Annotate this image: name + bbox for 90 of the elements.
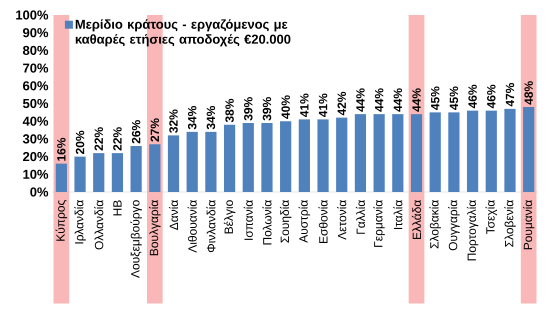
x-tick-label: Γερμανία bbox=[373, 200, 385, 247]
bar bbox=[374, 114, 385, 192]
bar bbox=[336, 118, 348, 192]
data-label: 34% bbox=[206, 106, 216, 130]
y-tick-label: 90% bbox=[23, 28, 48, 38]
x-tick-label: Τσεχία bbox=[486, 200, 498, 234]
x-tick-label: Κύπρος bbox=[56, 200, 68, 241]
y-tick-label: 50% bbox=[22, 98, 48, 108]
data-label: 44% bbox=[412, 88, 421, 112]
legend-label: Μερίδιο κράτους - εργαζόμενος με καθαρές ετήσιες αποδοχές €20.000 bbox=[76, 19, 290, 46]
y-tick-label: 40% bbox=[22, 116, 48, 126]
y-tick-label: 10% bbox=[23, 170, 48, 179]
bar bbox=[112, 153, 124, 192]
x-tick-label: Ρουμανία bbox=[523, 200, 534, 250]
y-tick-label: 80% bbox=[22, 46, 48, 55]
data-label: 41% bbox=[300, 94, 309, 118]
data-label: 44% bbox=[356, 88, 365, 112]
data-label: 39% bbox=[262, 97, 272, 120]
x-tick-label: ΗΒ bbox=[113, 200, 122, 216]
data-label: 45% bbox=[450, 86, 458, 110]
bar bbox=[448, 112, 460, 192]
y-tick-label: 20% bbox=[23, 152, 48, 162]
bar bbox=[205, 132, 216, 192]
data-label: 48% bbox=[524, 81, 533, 105]
y-tick-label: 100% bbox=[16, 10, 48, 20]
x-tick-label: Ιρλανδία bbox=[74, 200, 86, 244]
y-tick-label: 60% bbox=[23, 81, 48, 90]
x-tick-label: Βουλγαρία bbox=[149, 200, 161, 256]
bar bbox=[280, 121, 292, 192]
x-tick-label: Ολλανδία bbox=[94, 200, 104, 250]
bar bbox=[74, 156, 86, 192]
data-label: 44% bbox=[394, 88, 402, 112]
bar bbox=[149, 144, 160, 192]
x-tick-label: Φινλανδία bbox=[206, 200, 216, 252]
data-label: 32% bbox=[169, 110, 178, 133]
bar bbox=[486, 110, 497, 192]
data-label: 46% bbox=[487, 84, 496, 108]
x-tick-label: Δανία bbox=[168, 200, 178, 230]
x-tick-label: Εσθονία bbox=[318, 200, 328, 243]
y-tick-label: 0% bbox=[30, 187, 48, 197]
bar bbox=[430, 112, 441, 192]
data-label: 42% bbox=[338, 92, 346, 116]
x-tick-label: Λουξεμβούργο bbox=[130, 200, 142, 278]
bar bbox=[168, 135, 180, 192]
bar bbox=[130, 146, 142, 192]
bar bbox=[93, 153, 104, 192]
x-tick-label: Ουγγαρία bbox=[448, 200, 460, 250]
data-label: 47% bbox=[506, 83, 514, 106]
bar bbox=[242, 122, 254, 192]
bar bbox=[504, 108, 516, 192]
x-tick-label: Λιθουανία bbox=[188, 200, 197, 253]
y-tick-label: 70% bbox=[23, 64, 48, 73]
x-tick-label: Ελλάδα bbox=[412, 200, 422, 240]
data-label: 40% bbox=[281, 95, 290, 119]
bar bbox=[317, 119, 329, 192]
data-label: 26% bbox=[132, 120, 140, 144]
x-tick-label: Γαλλία bbox=[356, 200, 365, 234]
bar bbox=[354, 114, 366, 192]
data-label: 27% bbox=[150, 118, 160, 142]
x-tick-label: Πολωνία bbox=[262, 200, 272, 245]
bar bbox=[261, 122, 273, 192]
x-tick-label: Πορτογαλία bbox=[466, 200, 478, 260]
bar bbox=[466, 110, 478, 192]
x-tick-label: Αυστρία bbox=[298, 200, 310, 243]
x-tick-label: Λετονία bbox=[337, 200, 346, 240]
data-label: 22% bbox=[94, 127, 103, 150]
x-tick-label: Σλοβενία bbox=[504, 200, 516, 247]
bar bbox=[410, 114, 422, 192]
data-label: 34% bbox=[188, 106, 196, 130]
data-label: 41% bbox=[318, 94, 328, 118]
bar bbox=[523, 107, 534, 192]
data-label: 22% bbox=[113, 127, 122, 150]
data-label: 16% bbox=[57, 138, 66, 161]
data-label: 39% bbox=[244, 97, 253, 120]
data-label: 38% bbox=[225, 98, 234, 122]
x-tick-label: Σουηδία bbox=[280, 200, 292, 243]
bar bbox=[224, 124, 236, 192]
y-tick-label: 30% bbox=[22, 134, 48, 144]
x-tick-label: Σλοβακία bbox=[429, 200, 441, 248]
bar bbox=[56, 164, 67, 192]
x-tick-label: Βέλγιο bbox=[224, 200, 236, 234]
bar bbox=[392, 114, 404, 192]
data-label: 46% bbox=[468, 84, 477, 108]
data-label: 20% bbox=[76, 130, 84, 154]
data-label: 44% bbox=[374, 88, 384, 112]
x-tick-label: Ιταλία bbox=[393, 200, 402, 229]
bar bbox=[298, 119, 310, 192]
data-label: 45% bbox=[430, 86, 440, 110]
bar bbox=[186, 132, 198, 192]
x-tick-label: Ισπανία bbox=[244, 200, 253, 240]
